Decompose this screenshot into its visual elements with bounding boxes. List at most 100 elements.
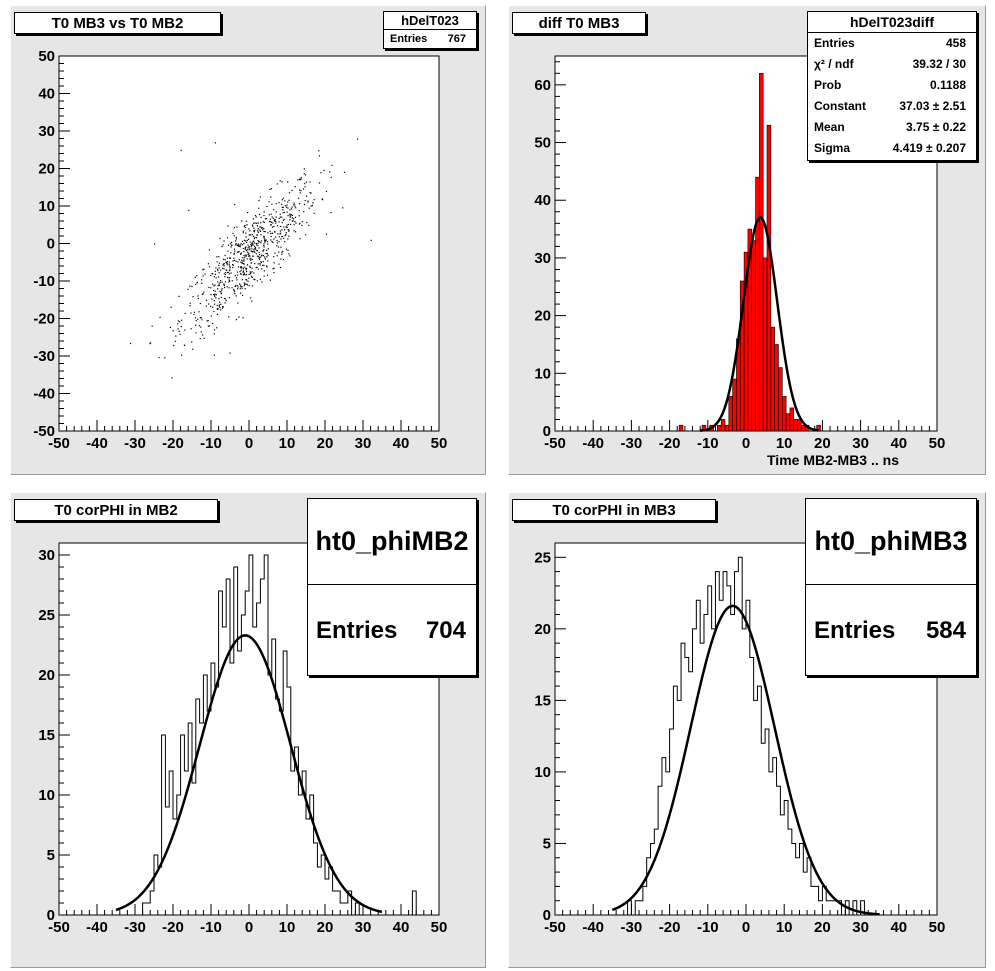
scatter-point: [321, 198, 323, 200]
scatter-point: [263, 236, 265, 238]
scatter-point: [188, 209, 190, 211]
scatter-point: [262, 221, 264, 223]
scatter-point: [270, 196, 272, 198]
scatter-point: [264, 241, 266, 243]
scatter-point: [208, 249, 210, 251]
scatter-point: [205, 305, 207, 307]
scatter-point: [214, 270, 216, 272]
scatter-point: [180, 149, 182, 151]
scatter-point: [233, 226, 236, 229]
scatter-point: [287, 249, 289, 251]
y-tick-label: 0: [543, 423, 551, 440]
y-tick-label: 30: [534, 250, 551, 267]
scatter-point: [251, 234, 253, 236]
scatter-point: [221, 288, 223, 290]
scatter-point: [246, 264, 249, 266]
histogram-outline: [555, 556, 937, 916]
scatter-point: [273, 219, 276, 221]
scatter-point: [240, 243, 242, 245]
scatter-point: [253, 231, 255, 233]
x-tick-label: 0: [245, 919, 253, 936]
scatter-point: [242, 247, 244, 250]
scatter-point: [254, 279, 256, 281]
scatter-point: [250, 297, 252, 299]
scatter-point: [216, 256, 218, 258]
scatter-point: [288, 192, 291, 194]
scatter-point: [249, 266, 251, 269]
histogram-bar: [762, 257, 768, 432]
scatter-point: [218, 267, 220, 269]
scatter-point: [218, 304, 220, 306]
scatter-point: [289, 216, 291, 218]
scatter-point: [178, 330, 180, 332]
scatter-point: [246, 283, 248, 285]
scatter-point: [224, 276, 226, 278]
scatter-point: [228, 273, 231, 275]
scatter-point: [245, 267, 247, 269]
scatter-point: [233, 288, 235, 291]
scatter-point: [210, 315, 213, 317]
scatter-point: [229, 266, 231, 268]
scatter-point: [258, 257, 260, 259]
scatter-point: [220, 291, 222, 293]
scatter-point: [253, 227, 255, 229]
scatter-point: [213, 310, 215, 313]
scatter-point: [250, 259, 252, 261]
histogram-bar: [755, 176, 760, 432]
scatter-point: [287, 181, 289, 183]
x-tick-label: 40: [890, 435, 907, 452]
scatter-point: [263, 230, 265, 233]
scatter-point: [240, 269, 242, 271]
scatter-point: [229, 268, 231, 270]
scatter-point: [291, 220, 293, 222]
scatter-point: [272, 217, 274, 219]
scatter-point: [342, 207, 344, 209]
scatter-point: [219, 290, 221, 293]
scatter-point: [241, 240, 244, 243]
scatter-point: [249, 241, 251, 243]
scatter-point: [282, 212, 284, 214]
scatter-point: [222, 264, 224, 266]
scatter-point: [303, 168, 305, 170]
scatter-point: [253, 272, 255, 274]
scatter-point: [228, 279, 230, 281]
scatter-point: [268, 201, 270, 203]
scatter-point: [255, 216, 257, 218]
scatter-point: [301, 220, 303, 223]
scatter-point: [249, 271, 251, 273]
scatter-point: [187, 288, 189, 291]
scatter-point: [179, 333, 181, 335]
scatter-point: [281, 216, 283, 218]
scatter-point: [195, 332, 197, 334]
x-tick-label: 40: [393, 919, 410, 936]
scatter-point: [231, 244, 233, 247]
scatter-point: [215, 297, 217, 299]
scatter-point: [210, 287, 212, 289]
scatter-point: [202, 269, 204, 271]
scatter-point: [287, 229, 289, 231]
scatter-point: [279, 180, 281, 182]
stats-label: Sigma: [814, 141, 851, 155]
scatter-point: [257, 263, 259, 265]
scatter-point: [307, 201, 309, 203]
histogram-bar: [793, 419, 798, 432]
scatter-point: [222, 306, 224, 308]
scatter-point: [263, 243, 265, 245]
x-tick-label: 50: [431, 435, 448, 452]
x-tick-label: -50: [48, 919, 70, 936]
scatter-point: [270, 224, 272, 226]
x-tick-label: -20: [659, 435, 681, 452]
histogram-bar: [759, 73, 764, 432]
pad-phi-mb2: -50 -40 -30 -20 -10 0 10 20 30 40 50 0 5 10 15 20 25 30 T…: [10, 492, 486, 968]
scatter-point: [256, 234, 258, 236]
scatter-point: [289, 209, 291, 211]
stats-row: Entries 584: [806, 585, 976, 677]
scatter-point: [298, 189, 301, 191]
scatter-point: [304, 174, 307, 176]
histogram-bar: [778, 367, 783, 432]
scatter-point: [283, 218, 285, 221]
scatter-point: [223, 258, 225, 260]
scatter-point: [285, 248, 288, 250]
scatter-point: [239, 266, 242, 268]
scatter-point: [204, 273, 206, 275]
